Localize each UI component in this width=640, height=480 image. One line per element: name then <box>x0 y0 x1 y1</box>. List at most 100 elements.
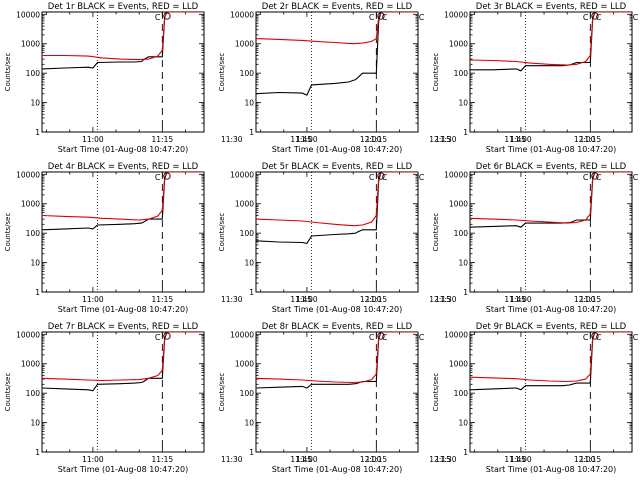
x-tick-label: 12:00 <box>360 135 382 144</box>
marker-letter: C <box>369 13 375 22</box>
circle-marker <box>591 172 599 180</box>
x-tick-label: 12:00 <box>574 295 596 304</box>
y-tick-label: 10 <box>458 259 468 268</box>
y-tick-label: 100 <box>26 389 41 398</box>
y-axis-label: Counts/sec <box>4 373 12 412</box>
marker-letter: C <box>382 13 388 22</box>
x-tick-label: 11:00 <box>510 295 532 304</box>
y-tick-label: 10000 <box>16 330 40 339</box>
marker-letter: C <box>382 333 388 342</box>
events-series-line <box>470 332 632 391</box>
y-tick-label: 10 <box>458 419 468 428</box>
lld-series-line <box>256 172 418 227</box>
lld-series-line <box>42 172 204 221</box>
x-tick-label: 11:30 <box>221 135 243 144</box>
panel-title: Det 3r BLACK = Events, RED = LLD <box>476 2 627 12</box>
panel-title: Det 1r BLACK = Events, RED = LLD <box>48 2 199 12</box>
y-tick-label: 10 <box>244 259 254 268</box>
x-axis-label: Start Time (01-Aug-08 10:47:20) <box>272 305 403 314</box>
x-tick-label: 11:45 <box>504 455 526 464</box>
y-axis-label: Counts/sec <box>4 213 12 252</box>
plot-frame <box>469 11 633 133</box>
x-tick-label: 11:00 <box>296 455 318 464</box>
x-tick-label: 11:45 <box>504 135 526 144</box>
x-tick-label: 11:30 <box>435 135 457 144</box>
detector-panel-6: Det 6r BLACK = Events, RED = LLD 1 10 100 10… <box>432 162 633 314</box>
panel-title: Det 7r BLACK = Events, RED = LLD <box>48 322 199 332</box>
plot-frame <box>255 331 419 453</box>
y-tick-label: 100 <box>454 229 469 238</box>
panel-title: Det 6r BLACK = Events, RED = LLD <box>476 162 627 172</box>
y-axis-label: Counts/sec <box>218 373 226 412</box>
lld-series-line <box>256 12 418 45</box>
y-axis-label: Counts/sec <box>432 53 440 92</box>
plot-frame <box>41 11 205 133</box>
panel-title: Det 9r BLACK = Events, RED = LLD <box>476 322 627 332</box>
x-tick-label: 11:45 <box>290 295 312 304</box>
y-tick-label: 100 <box>454 389 469 398</box>
marker-letter: C <box>633 333 639 342</box>
lld-series-line <box>42 332 204 382</box>
detector-panel-8: Det 8r BLACK = Events, RED = LLD 1 10 100 10… <box>218 322 639 474</box>
panel-title: Det 5r BLACK = Events, RED = LLD <box>262 162 413 172</box>
plot-frame <box>469 171 633 293</box>
x-tick-label: 11:15 <box>366 295 388 304</box>
x-axis-label: Start Time (01-Aug-08 10:47:20) <box>58 145 189 154</box>
x-tick-label: 11:00 <box>82 135 104 144</box>
y-tick-label: 10 <box>458 99 468 108</box>
events-series-line <box>42 12 204 70</box>
y-tick-label: 10 <box>244 99 254 108</box>
y-tick-label: 10 <box>30 259 40 268</box>
plot-content <box>42 12 204 132</box>
y-tick-label: 10000 <box>16 170 40 179</box>
marker-letter: C <box>369 173 375 182</box>
y-tick-label: 100 <box>454 69 469 78</box>
x-axis-label: Start Time (01-Aug-08 10:47:20) <box>486 465 617 474</box>
y-tick-label: 10 <box>30 99 40 108</box>
x-axis-label: Start Time (01-Aug-08 10:47:20) <box>486 145 617 154</box>
x-axis-label: Start Time (01-Aug-08 10:47:20) <box>272 145 403 154</box>
detector-panel-7: Det 7r BLACK = Events, RED = LLD 1 10 100 10… <box>4 322 451 474</box>
x-tick-label: 12:00 <box>574 455 596 464</box>
plot-frame <box>41 171 205 293</box>
events-series-line <box>42 332 204 392</box>
x-tick-label: 11:30 <box>221 455 243 464</box>
y-tick-label: 10000 <box>444 330 468 339</box>
plot-content <box>256 12 418 132</box>
circle-marker <box>377 12 385 20</box>
detector-panel-2: Det 2r BLACK = Events, RED = LLD 1 10 100 10… <box>218 2 639 154</box>
x-tick-label: 12:15 <box>429 455 451 464</box>
x-tick-label: 11:00 <box>82 455 104 464</box>
marker-letter: C <box>155 13 161 22</box>
y-axis-label: Counts/sec <box>218 53 226 92</box>
x-axis-label: Start Time (01-Aug-08 10:47:20) <box>58 465 189 474</box>
x-tick-label: 12:00 <box>360 295 382 304</box>
events-series-line <box>42 172 204 231</box>
x-tick-label: 11:00 <box>510 135 532 144</box>
y-tick-label: 10000 <box>230 330 254 339</box>
y-tick-label: 100 <box>240 229 255 238</box>
circle-marker <box>591 332 599 340</box>
lld-series-line <box>470 172 632 224</box>
events-series-line <box>470 172 632 228</box>
y-tick-label: 1000 <box>449 40 468 49</box>
detector-panel-5: Det 5r BLACK = Events, RED = LLD 1 10 100 10… <box>218 162 639 314</box>
plot-content <box>470 12 632 132</box>
marker-letter: C <box>596 333 602 342</box>
y-tick-label: 1 <box>35 448 40 457</box>
x-tick-label: 11:15 <box>580 295 602 304</box>
marker-letter: C <box>583 333 589 342</box>
lld-series-line <box>470 332 632 383</box>
y-tick-label: 1 <box>249 128 254 137</box>
y-tick-label: 1 <box>35 288 40 297</box>
x-axis-label: Start Time (01-Aug-08 10:47:20) <box>486 305 617 314</box>
lld-series-line <box>470 12 632 66</box>
marker-letter: C <box>419 173 425 182</box>
y-tick-label: 10000 <box>16 10 40 19</box>
panel-title: Det 4r BLACK = Events, RED = LLD <box>48 162 199 172</box>
x-tick-label: 12:00 <box>360 455 382 464</box>
marker-letter: C <box>419 13 425 22</box>
y-tick-label: 100 <box>240 389 255 398</box>
lld-series-line <box>256 332 418 384</box>
